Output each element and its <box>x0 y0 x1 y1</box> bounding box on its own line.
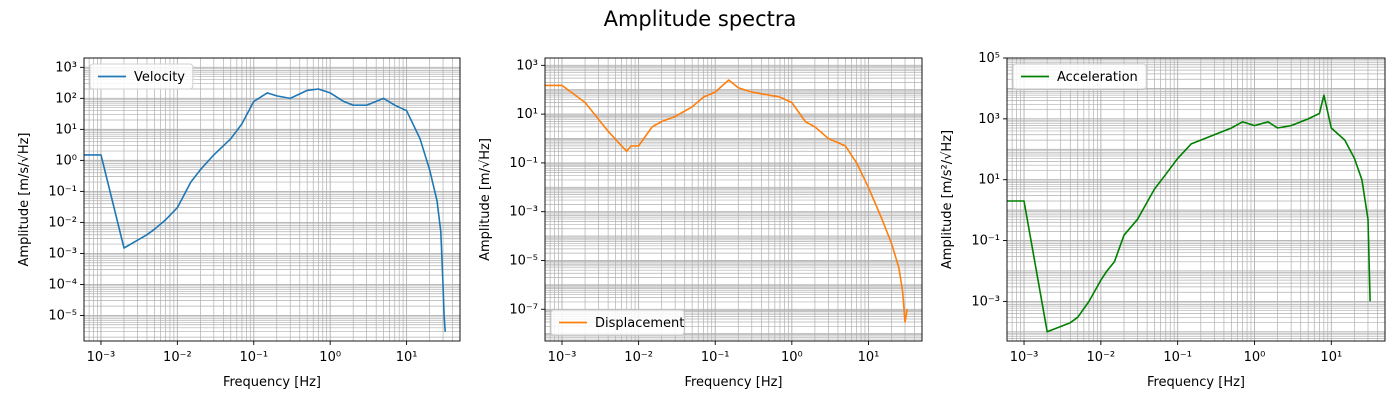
chart-panels: 10⁻³ 10⁻² 10⁻¹ 10⁰ 10¹10⁻⁵10⁻⁴10⁻³10⁻²10⁻¹10… <box>17 51 1386 390</box>
velocity-x-tick-label: 10⁻¹ <box>239 350 268 365</box>
displacement-x-tick-label: 10⁻³ <box>548 350 577 365</box>
velocity-x-axis-label: Frequency [Hz] <box>223 375 321 390</box>
displacement-series-line <box>545 79 908 323</box>
displacement-axes-frame <box>544 57 923 342</box>
displacement-y-tick-label: 10⁻⁵ <box>509 253 538 268</box>
acceleration-y-tick-label: 10⁻¹ <box>971 234 1000 249</box>
velocity-x-tick-label: 10¹ <box>396 350 418 365</box>
acceleration-x-tick-label: 10¹ <box>1320 350 1342 365</box>
acceleration-y-tick-label: 10³ <box>978 112 1000 127</box>
displacement-grid <box>544 57 923 342</box>
velocity-grid <box>83 57 461 341</box>
figure-title: Amplitude spectra <box>604 7 797 31</box>
velocity-y-tick-label: 10⁻⁴ <box>48 277 77 292</box>
acceleration-series-line <box>1007 94 1371 333</box>
displacement-y-tick-label: 10¹ <box>516 107 538 122</box>
velocity-legend-label: Velocity <box>134 70 185 85</box>
acceleration-y-axis-label: Amplitude [m/s²/√Hz] <box>940 130 955 269</box>
velocity-axes-frame <box>83 57 461 342</box>
velocity-y-axis-label: Amplitude [m/s/√Hz] <box>17 133 32 267</box>
acceleration-x-tick-label: 10⁻¹ <box>1163 350 1192 365</box>
acceleration-x-tick-label: 10⁻³ <box>1010 350 1039 365</box>
velocity-legend: Velocity <box>89 63 194 90</box>
displacement-legend-box <box>550 309 685 336</box>
displacement-x-tick-label: 10⁰ <box>781 350 803 365</box>
velocity-chart: 10⁻³ 10⁻² 10⁻¹ 10⁰ 10¹ 10⁻⁵ 10⁻⁴ 10⁻³ 10⁻² 10⁻¹ 10… <box>17 57 461 390</box>
acceleration-legend-box <box>1012 63 1147 90</box>
displacement-x-tick-label: 10⁻¹ <box>701 350 730 365</box>
velocity-y-tick-label: 10⁰ <box>55 153 77 168</box>
acceleration-x-axis-label: Frequency [Hz] <box>1147 375 1245 390</box>
acceleration-chart: 10⁻³ 10⁻² 10⁻¹ 10⁰ 10¹ 10⁻³ 10⁻¹ 10¹ 10³ 10⁵ Frequ… <box>940 51 1386 390</box>
velocity-y-tick-label: 10² <box>55 91 77 106</box>
acceleration-grid <box>1006 57 1386 342</box>
velocity-y-tick-label: 10¹ <box>55 122 77 137</box>
velocity-x-tick-label: 10⁰ <box>319 350 341 365</box>
displacement-chart: 10⁻³ 10⁻² 10⁻¹ 10⁰ 10¹ 10⁻⁷ 10⁻⁵ 10⁻³ 10⁻¹ 10¹ 10³… <box>478 57 923 390</box>
velocity-y-tick-label: 10⁻² <box>48 215 77 230</box>
displacement-legend: Displacement <box>550 309 685 336</box>
acceleration-x-tick-label: 10⁰ <box>1244 350 1266 365</box>
displacement-x-tick-label: 10⁻² <box>624 350 653 365</box>
acceleration-y-tick-label: 10⁻³ <box>971 294 1000 309</box>
acceleration-x-tick-label: 10⁻² <box>1087 350 1116 365</box>
velocity-series-line <box>84 88 446 332</box>
velocity-y-tick-label: 10³ <box>55 60 77 75</box>
velocity-x-tick-label: 10⁻² <box>163 350 192 365</box>
velocity-y-tick-label: 10⁻³ <box>48 246 77 261</box>
velocity-y-tick-label: 10⁻¹ <box>48 184 77 199</box>
velocity-y-tick-label: 10⁻⁵ <box>48 308 77 323</box>
acceleration-y-tick-label: 10¹ <box>978 173 1000 188</box>
acceleration-legend-label: Acceleration <box>1057 70 1138 85</box>
displacement-y-tick-label: 10⁻³ <box>509 205 538 220</box>
displacement-legend-label: Displacement <box>595 316 684 331</box>
velocity-legend-box <box>89 63 194 90</box>
displacement-y-tick-label: 10⁻¹ <box>509 156 538 171</box>
velocity-x-tick-label: 10⁻³ <box>87 350 116 365</box>
acceleration-y-tick-label: 10⁵ <box>978 51 1000 66</box>
displacement-x-axis-label: Frequency [Hz] <box>684 375 782 390</box>
displacement-y-tick-label: 10³ <box>516 58 538 73</box>
displacement-x-tick-label: 10¹ <box>858 350 880 365</box>
acceleration-axes-frame <box>1006 57 1386 342</box>
displacement-y-axis-label: Amplitude [m/√Hz] <box>478 138 493 261</box>
displacement-y-tick-label: 10⁻⁷ <box>509 302 538 317</box>
acceleration-legend: Acceleration <box>1012 63 1147 90</box>
